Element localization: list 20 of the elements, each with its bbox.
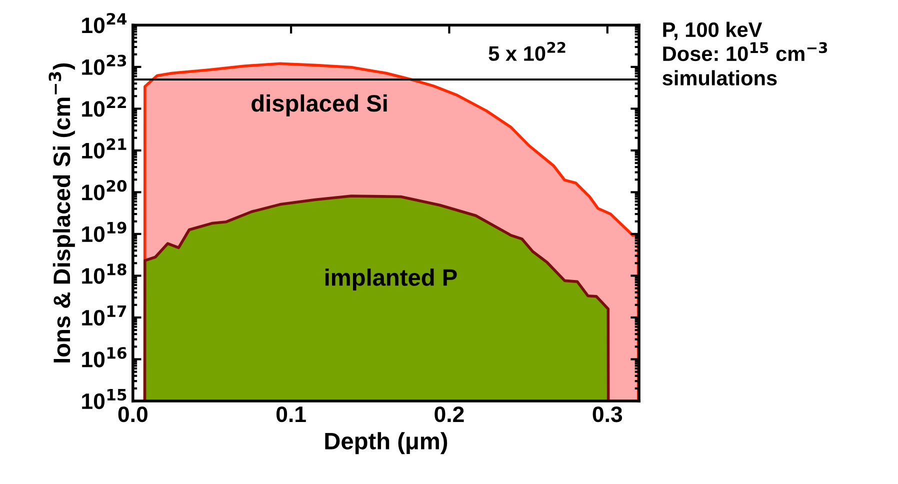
series-label: displaced Si [252,94,387,116]
text: Dose: 10$^{15}$ cm$^{−3}$ [663,42,828,62]
x-axis-title: Depth (μm) [325,432,448,454]
y-tick-label: 10$^{23}$ [82,54,126,76]
text: P, 100 keV [663,22,762,40]
y-tick-label: 10$^{18}$ [82,264,126,284]
x-tick-label: 0.3 [592,406,622,422]
x-tick-label: 0.1 [276,406,306,422]
y-tick-label: 10$^{17}$ [82,306,126,326]
text: simulations [662,70,777,86]
series-label: implanted P [325,268,457,291]
x-tick-label: 0.2 [434,406,464,422]
y-tick-label: 10$^{20}$ [82,180,127,200]
ref-line-label: 5 x 10$^{22}$ [488,42,566,61]
y-tick-label: 10$^{16}$ [82,347,126,368]
y-axis-title: Ions & Displaced Si (cm$^{−3}$) [48,63,75,362]
y-tick-label: 10$^{24}$ [82,13,127,34]
y-tick-label: 10$^{22}$ [82,96,126,117]
y-tick-label: 10$^{21}$ [82,138,126,159]
y-tick-label: 10$^{19}$ [82,222,126,242]
